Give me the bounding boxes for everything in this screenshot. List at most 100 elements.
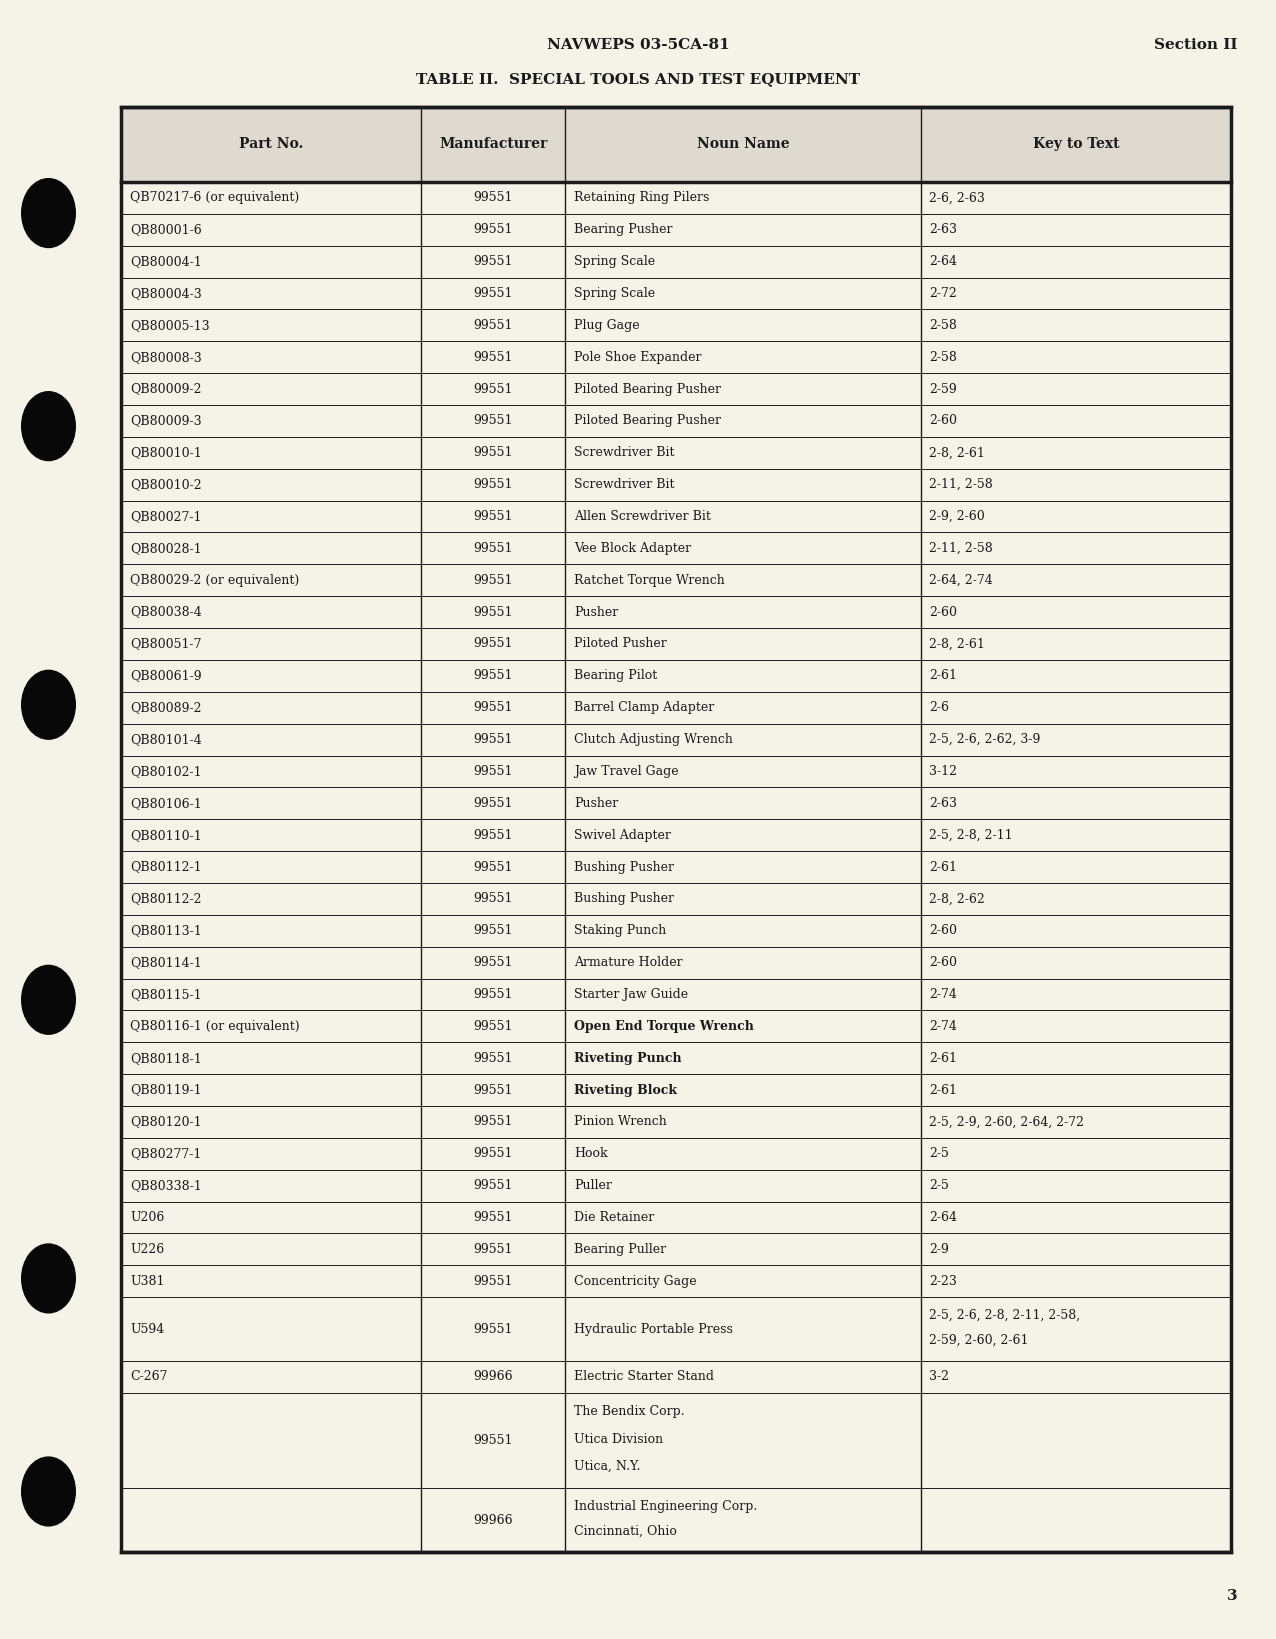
Text: 99551: 99551 <box>473 351 513 364</box>
Text: Ratchet Torque Wrench: Ratchet Torque Wrench <box>574 574 725 587</box>
Text: 2-61: 2-61 <box>929 1052 957 1065</box>
Text: Open End Torque Wrench: Open End Torque Wrench <box>574 1019 754 1033</box>
Text: 99551: 99551 <box>473 446 513 459</box>
Text: 99551: 99551 <box>473 223 513 236</box>
Text: U381: U381 <box>130 1275 165 1288</box>
Text: Part No.: Part No. <box>239 138 304 151</box>
Text: QB80038-4: QB80038-4 <box>130 605 202 618</box>
Text: 99551: 99551 <box>473 574 513 587</box>
Text: 99551: 99551 <box>473 1116 513 1129</box>
Text: Noun Name: Noun Name <box>697 138 789 151</box>
Text: 99551: 99551 <box>473 320 513 331</box>
Text: QB80010-2: QB80010-2 <box>130 479 202 492</box>
Text: Piloted Pusher: Piloted Pusher <box>574 638 667 651</box>
Text: QB80029-2 (or equivalent): QB80029-2 (or equivalent) <box>130 574 300 587</box>
Text: Cincinnati, Ohio: Cincinnati, Ohio <box>574 1526 678 1539</box>
Text: Piloted Bearing Pusher: Piloted Bearing Pusher <box>574 382 721 395</box>
Text: QB80112-1: QB80112-1 <box>130 860 202 874</box>
Circle shape <box>22 1457 75 1526</box>
Text: 3: 3 <box>1228 1588 1238 1603</box>
Text: QB80338-1: QB80338-1 <box>130 1178 202 1192</box>
Circle shape <box>22 1244 75 1313</box>
Text: 2-61: 2-61 <box>929 669 957 682</box>
Text: 99551: 99551 <box>473 415 513 428</box>
Text: 2-63: 2-63 <box>929 223 957 236</box>
Text: Spring Scale: Spring Scale <box>574 256 656 269</box>
Text: Riveting Block: Riveting Block <box>574 1083 678 1096</box>
Text: Bushing Pusher: Bushing Pusher <box>574 860 674 874</box>
Text: U206: U206 <box>130 1211 165 1224</box>
Text: 3-2: 3-2 <box>929 1370 949 1383</box>
Text: 2-58: 2-58 <box>929 320 957 331</box>
Text: 99551: 99551 <box>473 1242 513 1255</box>
Text: 99551: 99551 <box>473 543 513 556</box>
Text: 99551: 99551 <box>473 924 513 938</box>
Text: 99551: 99551 <box>473 1323 513 1336</box>
Text: 99551: 99551 <box>473 605 513 618</box>
Text: 99551: 99551 <box>473 1147 513 1160</box>
Text: 99551: 99551 <box>473 1178 513 1192</box>
Text: QB80005-13: QB80005-13 <box>130 320 209 331</box>
Text: 2-23: 2-23 <box>929 1275 957 1288</box>
Text: QB80118-1: QB80118-1 <box>130 1052 202 1065</box>
Text: QB80116-1 (or equivalent): QB80116-1 (or equivalent) <box>130 1019 300 1033</box>
Text: 2-74: 2-74 <box>929 988 957 1001</box>
Text: Key to Text: Key to Text <box>1032 138 1119 151</box>
Text: Industrial Engineering Corp.: Industrial Engineering Corp. <box>574 1500 758 1513</box>
Text: U594: U594 <box>130 1323 165 1336</box>
Text: 99551: 99551 <box>473 860 513 874</box>
Text: QB80113-1: QB80113-1 <box>130 924 202 938</box>
Text: Puller: Puller <box>574 1178 612 1192</box>
Text: 2-11, 2-58: 2-11, 2-58 <box>929 479 993 492</box>
Text: 2-64: 2-64 <box>929 1211 957 1224</box>
Text: 99551: 99551 <box>473 510 513 523</box>
Text: QB80120-1: QB80120-1 <box>130 1116 202 1129</box>
Text: Screwdriver Bit: Screwdriver Bit <box>574 446 675 459</box>
Text: Staking Punch: Staking Punch <box>574 924 666 938</box>
Text: 99551: 99551 <box>473 1275 513 1288</box>
Text: Bearing Pilot: Bearing Pilot <box>574 669 657 682</box>
Text: Utica Division: Utica Division <box>574 1432 664 1446</box>
Text: 2-61: 2-61 <box>929 1083 957 1096</box>
Text: 2-59, 2-60, 2-61: 2-59, 2-60, 2-61 <box>929 1334 1028 1347</box>
Text: QB80009-2: QB80009-2 <box>130 382 202 395</box>
Text: Bushing Pusher: Bushing Pusher <box>574 892 674 905</box>
Text: Concentricity Gage: Concentricity Gage <box>574 1275 697 1288</box>
Text: 2-5: 2-5 <box>929 1178 949 1192</box>
Text: Barrel Clamp Adapter: Barrel Clamp Adapter <box>574 701 715 715</box>
Text: 2-6, 2-63: 2-6, 2-63 <box>929 192 985 205</box>
Text: Section II: Section II <box>1155 38 1238 52</box>
Circle shape <box>22 965 75 1034</box>
Text: 99551: 99551 <box>473 1019 513 1033</box>
Text: QB70217-6 (or equivalent): QB70217-6 (or equivalent) <box>130 192 300 205</box>
Text: 99551: 99551 <box>473 956 513 969</box>
Text: 2-5, 2-9, 2-60, 2-64, 2-72: 2-5, 2-9, 2-60, 2-64, 2-72 <box>929 1116 1085 1129</box>
Text: TABLE II.  SPECIAL TOOLS AND TEST EQUIPMENT: TABLE II. SPECIAL TOOLS AND TEST EQUIPME… <box>416 72 860 87</box>
Circle shape <box>22 670 75 739</box>
Text: 99551: 99551 <box>473 701 513 715</box>
Text: Screwdriver Bit: Screwdriver Bit <box>574 479 675 492</box>
Text: 2-58: 2-58 <box>929 351 957 364</box>
Text: 99551: 99551 <box>473 892 513 905</box>
Text: Starter Jaw Guide: Starter Jaw Guide <box>574 988 688 1001</box>
Text: 2-60: 2-60 <box>929 415 957 428</box>
Text: 2-8, 2-61: 2-8, 2-61 <box>929 446 985 459</box>
Text: QB80004-1: QB80004-1 <box>130 256 202 269</box>
Text: 99551: 99551 <box>473 1083 513 1096</box>
Text: QB80106-1: QB80106-1 <box>130 797 202 810</box>
Text: Clutch Adjusting Wrench: Clutch Adjusting Wrench <box>574 733 734 746</box>
Text: 99966: 99966 <box>473 1514 513 1528</box>
Text: Plug Gage: Plug Gage <box>574 320 639 331</box>
Text: 99966: 99966 <box>473 1370 513 1383</box>
Circle shape <box>22 179 75 247</box>
Text: 2-59: 2-59 <box>929 382 957 395</box>
Text: 2-9: 2-9 <box>929 1242 949 1255</box>
Text: Vee Block Adapter: Vee Block Adapter <box>574 543 692 556</box>
Text: QB80008-3: QB80008-3 <box>130 351 202 364</box>
Text: 99551: 99551 <box>473 256 513 269</box>
Text: 99551: 99551 <box>473 1434 513 1447</box>
Text: 2-60: 2-60 <box>929 924 957 938</box>
Text: 99551: 99551 <box>473 1211 513 1224</box>
Text: Pusher: Pusher <box>574 605 619 618</box>
Text: NAVWEPS 03-5CA-81: NAVWEPS 03-5CA-81 <box>546 38 730 52</box>
